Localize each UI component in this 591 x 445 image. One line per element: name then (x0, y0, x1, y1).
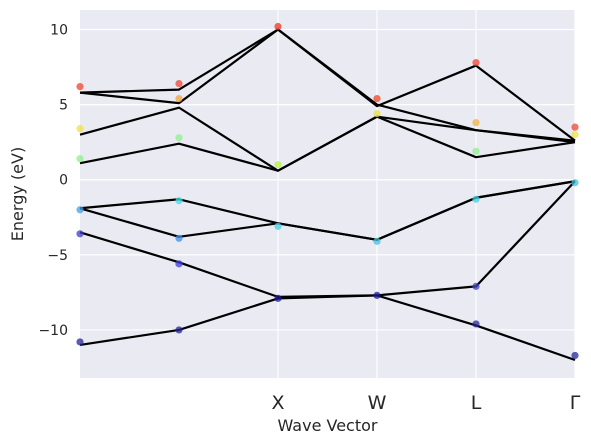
data-point (175, 197, 183, 205)
data-point (571, 131, 579, 139)
data-point (76, 338, 84, 346)
y-tick-label: −5 (47, 248, 68, 264)
grid-lines (80, 10, 576, 378)
y-tick-label: 0 (59, 173, 68, 189)
data-point (571, 351, 579, 360)
data-point (472, 58, 480, 67)
data-point (373, 237, 381, 245)
data-point (76, 206, 84, 214)
y-axis-ticks: 10 5 0 −5 −10 (38, 23, 68, 339)
data-point (274, 222, 282, 230)
data-point (274, 22, 282, 31)
data-point (571, 123, 579, 131)
x-tick-label: W (368, 392, 387, 414)
data-point (472, 147, 480, 155)
band-line-8 (79, 28, 576, 142)
x-axis-label: Wave Vector (278, 416, 378, 435)
data-point (274, 161, 282, 169)
x-tick-label: L (471, 392, 482, 414)
data-point (175, 95, 183, 103)
data-point (76, 83, 84, 91)
data-point (472, 320, 480, 328)
data-point (274, 294, 282, 302)
y-tick-label: 10 (50, 23, 68, 39)
data-point (175, 234, 183, 242)
band-lines (79, 28, 576, 362)
data-points (76, 22, 579, 360)
data-point (373, 95, 381, 103)
data-point (373, 291, 381, 299)
x-tick-label: Γ (570, 392, 581, 414)
data-point (76, 155, 84, 163)
y-tick-label: −10 (38, 323, 68, 339)
band-line-4 (79, 180, 576, 241)
data-point (76, 125, 84, 133)
band-line-2 (79, 180, 576, 298)
data-point (472, 195, 480, 203)
data-point (76, 230, 84, 238)
data-point (373, 110, 381, 118)
y-axis-label: Energy (eV) (8, 147, 27, 241)
data-point (472, 119, 480, 127)
data-point (175, 260, 183, 268)
data-point (175, 80, 183, 88)
data-point (175, 134, 183, 142)
data-point (175, 326, 183, 334)
data-point (571, 179, 579, 187)
data-point (472, 282, 480, 290)
y-tick-label: 5 (59, 98, 68, 114)
x-tick-label: X (271, 392, 284, 414)
